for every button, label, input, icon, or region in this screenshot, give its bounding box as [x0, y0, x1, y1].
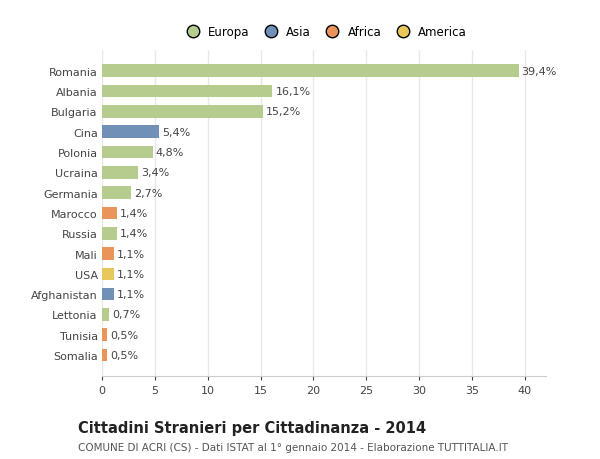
- Bar: [102, 167, 138, 179]
- Text: 3,4%: 3,4%: [141, 168, 169, 178]
- Text: COMUNE DI ACRI (CS) - Dati ISTAT al 1° gennaio 2014 - Elaborazione TUTTITALIA.IT: COMUNE DI ACRI (CS) - Dati ISTAT al 1° g…: [78, 442, 508, 452]
- Text: 1,1%: 1,1%: [117, 249, 145, 259]
- Bar: [102, 227, 117, 240]
- Text: 0,5%: 0,5%: [110, 350, 139, 360]
- Text: 1,4%: 1,4%: [120, 208, 148, 218]
- Text: 16,1%: 16,1%: [275, 87, 310, 97]
- Bar: [102, 288, 113, 301]
- Text: 39,4%: 39,4%: [521, 67, 557, 77]
- Bar: [102, 268, 113, 280]
- Bar: [102, 106, 263, 118]
- Legend: Europa, Asia, Africa, America: Europa, Asia, Africa, America: [179, 24, 469, 41]
- Text: 0,7%: 0,7%: [113, 310, 141, 320]
- Text: 4,8%: 4,8%: [156, 148, 184, 157]
- Text: 15,2%: 15,2%: [266, 107, 301, 117]
- Bar: [102, 207, 117, 220]
- Text: 1,4%: 1,4%: [120, 229, 148, 239]
- Bar: [102, 329, 107, 341]
- Text: 1,1%: 1,1%: [117, 269, 145, 279]
- Text: 0,5%: 0,5%: [110, 330, 139, 340]
- Bar: [102, 65, 518, 78]
- Bar: [102, 349, 107, 362]
- Bar: [102, 187, 131, 200]
- Bar: [102, 85, 272, 98]
- Text: 5,4%: 5,4%: [162, 128, 191, 137]
- Bar: [102, 146, 153, 159]
- Bar: [102, 308, 109, 321]
- Bar: [102, 248, 113, 260]
- Text: 1,1%: 1,1%: [117, 290, 145, 299]
- Text: Cittadini Stranieri per Cittadinanza - 2014: Cittadini Stranieri per Cittadinanza - 2…: [78, 420, 426, 435]
- Text: 2,7%: 2,7%: [134, 188, 162, 198]
- Bar: [102, 126, 159, 139]
